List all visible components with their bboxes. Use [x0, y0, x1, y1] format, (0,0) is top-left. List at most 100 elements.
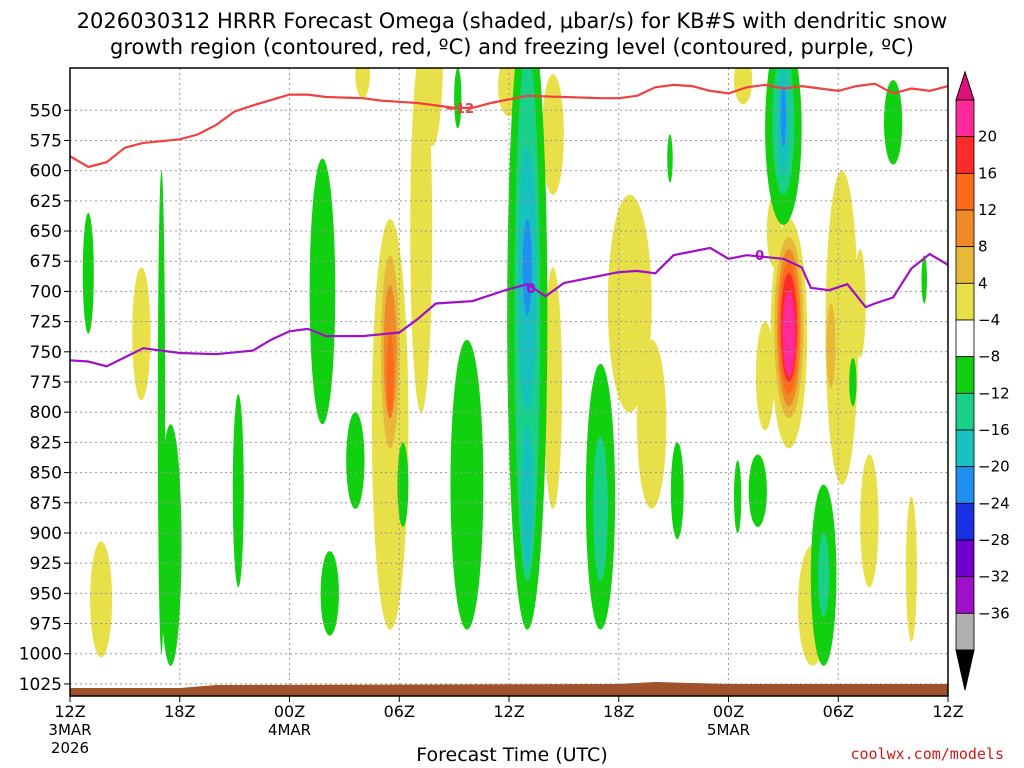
- colorbar-swatch-1: [955, 136, 975, 174]
- freezing-level-contour: [70, 246, 948, 368]
- colorbar-swatch-3: [955, 209, 975, 248]
- y-tick-label-700: 700: [30, 282, 62, 302]
- colorbar-swatch-12: [955, 539, 975, 578]
- omega-region-52: [883, 80, 903, 165]
- omega-region-9: [825, 170, 859, 485]
- colorbar-label-5: −4: [978, 311, 1000, 329]
- y-tick-label-800: 800: [30, 403, 62, 423]
- title-line-2: growth region (contoured, red, ºC) and f…: [110, 35, 914, 59]
- colorbar-swatch-9: [955, 429, 975, 468]
- y-tick-label-675: 675: [30, 252, 62, 272]
- y-tick-label-725: 725: [30, 313, 62, 333]
- colorbar-label-2: 12: [978, 201, 997, 219]
- omega-region-2: [421, 68, 443, 147]
- colorbar-label-10: −24: [978, 494, 1010, 512]
- colorbar-swatch-6: [955, 319, 975, 358]
- colorbar-top-arrow: [955, 70, 975, 101]
- dgz-minus12-contour-label: −12: [445, 102, 474, 117]
- x-tick-label-24: 12Z: [493, 702, 524, 721]
- colorbar-bottom-arrow: [955, 649, 975, 691]
- colorbar-swatch-14: [955, 612, 975, 651]
- x-tick-date-36: 5MAR: [707, 721, 750, 739]
- y-axis-ticks: 550 575 600 625 650 675 700 725 750 775 800 825 850 8…: [19, 101, 70, 695]
- omega-region-51: [748, 454, 767, 527]
- y-tick-label-625: 625: [30, 192, 62, 212]
- omega-region-13: [860, 454, 879, 588]
- x-tick-label-48: 12Z: [932, 702, 963, 721]
- credit-text: coolwx.com/models: [850, 745, 1004, 763]
- omega-region-14: [905, 496, 917, 642]
- colorbar-label-13: −36: [978, 604, 1010, 622]
- y-tick-label-975: 975: [30, 615, 62, 635]
- omega-region-56: [667, 134, 673, 183]
- omega-region-35: [346, 412, 365, 509]
- colorbar-swatch-10: [955, 466, 975, 504]
- x-tick-date-12: 4MAR: [268, 721, 311, 739]
- colorbar-label-12: −32: [978, 568, 1010, 586]
- omega-region-37: [450, 339, 484, 630]
- colorbar: 20 16 12 8 4 −4 −8 −12 −16 −20 −24 −28 −32 −36: [955, 70, 1010, 691]
- omega-region-55: [454, 68, 462, 129]
- freezing-level-contour-label: 0: [755, 249, 764, 264]
- omega-region-50: [818, 532, 830, 618]
- colorbar-swatch-4: [955, 246, 975, 284]
- omega-region-44: [593, 436, 608, 582]
- omega-region-30: [320, 551, 339, 636]
- colorbar-swatch-0: [955, 99, 975, 138]
- colorbar-label-8: −16: [978, 421, 1010, 439]
- colorbar-swatch-2: [955, 172, 975, 211]
- y-tick-label-1025: 1025: [19, 675, 62, 695]
- omega-region-31: [159, 424, 182, 666]
- x-tick-label-0: 12Z: [54, 702, 85, 721]
- y-tick-label-900: 900: [30, 524, 62, 544]
- x-tick-label-42: 06Z: [823, 702, 854, 721]
- x-tick-label-36: 00Z: [713, 702, 744, 721]
- chart-title: 2026030312 HRRR Forecast Omega (shaded, …: [0, 8, 1024, 60]
- omega-region-41: [522, 218, 532, 316]
- y-tick-label-850: 850: [30, 464, 62, 484]
- terrain-surface: [70, 682, 948, 696]
- x-tick-year-0: 2026: [51, 739, 89, 757]
- omega-region-18: [733, 68, 753, 105]
- omega-region-42: [521, 424, 533, 570]
- x-tick-label-6: 18Z: [164, 702, 195, 721]
- y-tick-label-575: 575: [30, 131, 62, 151]
- terrain-layer: [70, 682, 948, 696]
- omega-region-34: [232, 394, 244, 588]
- x-tick-label-30: 18Z: [603, 702, 634, 721]
- colorbar-swatch-5: [955, 282, 975, 321]
- omega-region-4: [90, 541, 113, 658]
- y-tick-label-1000: 1000: [19, 645, 62, 665]
- omega-region-36: [397, 442, 409, 527]
- y-tick-label-775: 775: [30, 373, 62, 393]
- y-tick-label-600: 600: [30, 162, 62, 182]
- y-tick-label-950: 950: [30, 584, 62, 604]
- omega-region-3: [132, 267, 151, 401]
- colorbar-label-3: 8: [978, 238, 988, 256]
- x-tick-label-18: 06Z: [384, 702, 415, 721]
- freezing-level-contour-label: 0: [526, 282, 535, 297]
- colorbar-swatch-11: [955, 502, 975, 541]
- y-tick-label-875: 875: [30, 494, 62, 514]
- colorbar-label-6: −8: [978, 348, 1000, 366]
- omega-region-57: [921, 255, 927, 304]
- omega-region-10: [755, 321, 775, 431]
- omega-region-7: [541, 74, 564, 195]
- omega-region-1: [410, 68, 433, 413]
- omega-region-33: [82, 212, 94, 334]
- title-line-1: 2026030312 HRRR Forecast Omega (shaded, …: [76, 9, 948, 33]
- y-tick-label-925: 925: [30, 554, 62, 574]
- omega-region-58: [849, 357, 857, 407]
- colorbar-swatch-7: [955, 356, 975, 394]
- omega-region-29: [309, 158, 336, 425]
- contour-layer: −12 0 0: [70, 82, 948, 368]
- omega-region-15: [854, 249, 866, 358]
- x-tick-date-0: 3MAR: [48, 721, 91, 739]
- colorbar-label-1: 16: [978, 164, 997, 182]
- dgz-minus12-contour: [70, 82, 948, 169]
- omega-region-28: [826, 303, 836, 389]
- omega-region-27: [782, 291, 796, 376]
- x-tick-label-12: 00Z: [274, 702, 305, 721]
